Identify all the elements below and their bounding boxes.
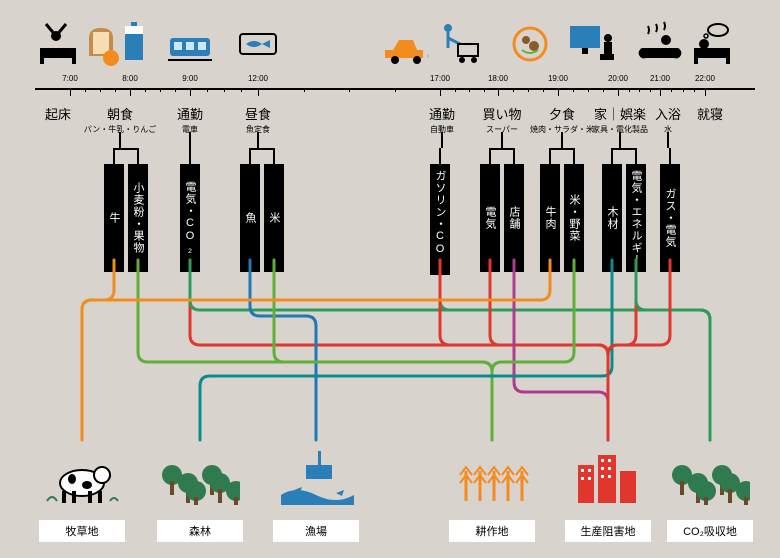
flow-path <box>190 260 710 440</box>
flow-path <box>636 260 710 440</box>
flow-path <box>250 260 316 440</box>
flow-path <box>514 260 608 440</box>
flow-path <box>492 260 574 440</box>
flow-path <box>608 260 670 440</box>
flow-path <box>82 260 114 440</box>
flow-path <box>274 260 492 440</box>
flow-path <box>440 260 608 440</box>
flow-path <box>190 260 608 440</box>
